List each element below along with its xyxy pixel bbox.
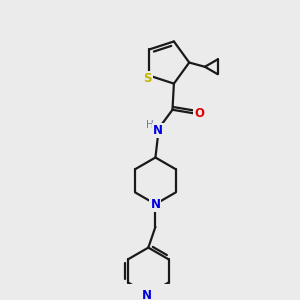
Text: N: N xyxy=(142,289,152,300)
Text: S: S xyxy=(143,72,152,85)
Text: N: N xyxy=(150,198,161,211)
Text: H: H xyxy=(146,120,154,130)
Text: O: O xyxy=(194,107,204,120)
Text: N: N xyxy=(153,124,163,137)
